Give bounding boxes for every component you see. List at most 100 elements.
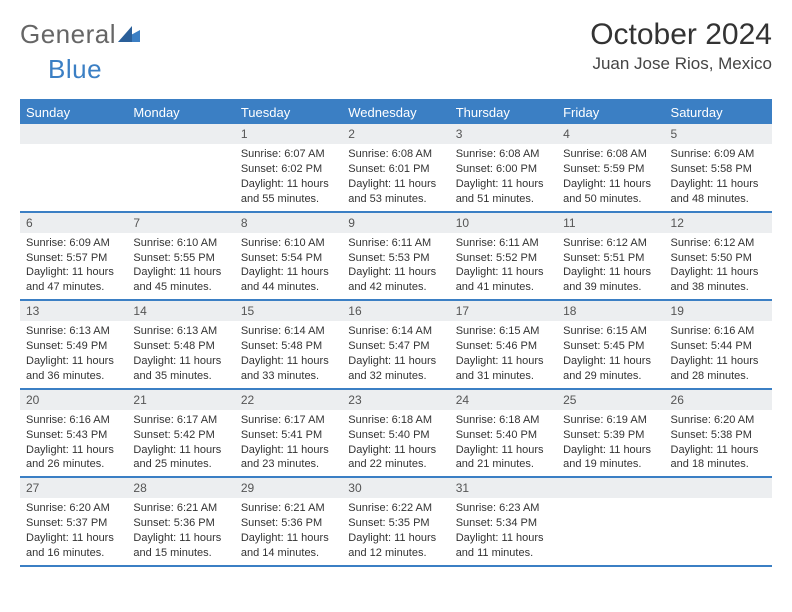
cell-body: Sunrise: 6:10 AMSunset: 5:54 PMDaylight:…: [235, 233, 342, 299]
calendar-cell: [20, 124, 127, 211]
daylight-text: Daylight: 11 hours and 29 minutes.: [563, 354, 658, 384]
calendar-cell: 20Sunrise: 6:16 AMSunset: 5:43 PMDayligh…: [20, 390, 127, 477]
sunrise-text: Sunrise: 6:12 AM: [563, 236, 658, 251]
logo: General: [20, 18, 140, 51]
logo-mark-icon: [118, 18, 140, 49]
sunset-text: Sunset: 6:00 PM: [456, 162, 551, 177]
daylight-text: Daylight: 11 hours and 41 minutes.: [456, 265, 551, 295]
day-number: 5: [665, 124, 772, 144]
sunset-text: Sunset: 5:51 PM: [563, 251, 658, 266]
sunset-text: Sunset: 5:49 PM: [26, 339, 121, 354]
day-number: [20, 124, 127, 144]
daylight-text: Daylight: 11 hours and 47 minutes.: [26, 265, 121, 295]
day-number: 31: [450, 478, 557, 498]
daylight-text: Daylight: 11 hours and 38 minutes.: [671, 265, 766, 295]
cell-body: Sunrise: 6:20 AMSunset: 5:37 PMDaylight:…: [20, 498, 127, 564]
calendar-cell: 10Sunrise: 6:11 AMSunset: 5:52 PMDayligh…: [450, 213, 557, 300]
day-number: 29: [235, 478, 342, 498]
daylight-text: Daylight: 11 hours and 33 minutes.: [241, 354, 336, 384]
sunset-text: Sunset: 5:44 PM: [671, 339, 766, 354]
daylight-text: Daylight: 11 hours and 25 minutes.: [133, 443, 228, 473]
sunrise-text: Sunrise: 6:11 AM: [348, 236, 443, 251]
cell-body: Sunrise: 6:12 AMSunset: 5:51 PMDaylight:…: [557, 233, 664, 299]
daylight-text: Daylight: 11 hours and 45 minutes.: [133, 265, 228, 295]
sunrise-text: Sunrise: 6:22 AM: [348, 501, 443, 516]
logo-text-general: General: [20, 19, 116, 50]
sunrise-text: Sunrise: 6:11 AM: [456, 236, 551, 251]
sunrise-text: Sunrise: 6:20 AM: [671, 413, 766, 428]
sunrise-text: Sunrise: 6:13 AM: [26, 324, 121, 339]
sunset-text: Sunset: 5:55 PM: [133, 251, 228, 266]
week-row: 27Sunrise: 6:20 AMSunset: 5:37 PMDayligh…: [20, 478, 772, 567]
calendar-cell: [665, 478, 772, 565]
daylight-text: Daylight: 11 hours and 48 minutes.: [671, 177, 766, 207]
sunset-text: Sunset: 5:50 PM: [671, 251, 766, 266]
day-number: 7: [127, 213, 234, 233]
daylight-text: Daylight: 11 hours and 28 minutes.: [671, 354, 766, 384]
daylight-text: Daylight: 11 hours and 26 minutes.: [26, 443, 121, 473]
calendar-cell: 1Sunrise: 6:07 AMSunset: 6:02 PMDaylight…: [235, 124, 342, 211]
calendar-cell: 19 Sunrise: 6:16 AMSunset: 5:44 PMDayligh…: [665, 301, 772, 388]
sunrise-text: Sunrise: 6:17 AM: [133, 413, 228, 428]
sunrise-text: Sunrise: 6:16 AM: [26, 413, 121, 428]
dayhead: Tuesday: [235, 101, 342, 124]
sunrise-text: Sunrise: 6:08 AM: [348, 147, 443, 162]
cell-body: Sunrise: 6:09 AMSunset: 5:58 PMDaylight:…: [665, 144, 772, 210]
calendar: SundayMondayTuesdayWednesdayThursdayFrid…: [20, 99, 772, 567]
day-number: 15: [235, 301, 342, 321]
cell-body: Sunrise: 6:09 AMSunset: 5:57 PMDaylight:…: [20, 233, 127, 299]
sunset-text: Sunset: 5:54 PM: [241, 251, 336, 266]
sunrise-text: Sunrise: 6:21 AM: [133, 501, 228, 516]
sunset-text: Sunset: 5:42 PM: [133, 428, 228, 443]
daylight-text: Daylight: 11 hours and 32 minutes.: [348, 354, 443, 384]
calendar-cell: 14Sunrise: 6:13 AMSunset: 5:48 PMDayligh…: [127, 301, 234, 388]
sunset-text: Sunset: 5:48 PM: [241, 339, 336, 354]
daylight-text: Daylight: 11 hours and 16 minutes.: [26, 531, 121, 561]
cell-body: Sunrise: 6:16 AMSunset: 5:43 PMDaylight:…: [20, 410, 127, 476]
cell-body: Sunrise: 6:15 AMSunset: 5:45 PMDaylight:…: [557, 321, 664, 387]
day-number: 23: [342, 390, 449, 410]
calendar-cell: 26Sunrise: 6:20 AMSunset: 5:38 PMDayligh…: [665, 390, 772, 477]
day-number: 14: [127, 301, 234, 321]
sunrise-text: Sunrise: 6:15 AM: [456, 324, 551, 339]
sunset-text: Sunset: 5:53 PM: [348, 251, 443, 266]
sunset-text: Sunset: 5:59 PM: [563, 162, 658, 177]
day-number: 30: [342, 478, 449, 498]
cell-body: Sunrise: 6:14 AMSunset: 5:47 PMDaylight:…: [342, 321, 449, 387]
calendar-cell: 24Sunrise: 6:18 AMSunset: 5:40 PMDayligh…: [450, 390, 557, 477]
calendar-cell: 30Sunrise: 6:22 AMSunset: 5:35 PMDayligh…: [342, 478, 449, 565]
day-number: 10: [450, 213, 557, 233]
cell-body: Sunrise: 6:07 AMSunset: 6:02 PMDaylight:…: [235, 144, 342, 210]
daylight-text: Daylight: 11 hours and 31 minutes.: [456, 354, 551, 384]
sunrise-text: Sunrise: 6:18 AM: [348, 413, 443, 428]
sunset-text: Sunset: 5:38 PM: [671, 428, 766, 443]
daylight-text: Daylight: 11 hours and 21 minutes.: [456, 443, 551, 473]
sunset-text: Sunset: 5:36 PM: [241, 516, 336, 531]
cell-body: Sunrise: 6:21 AMSunset: 5:36 PMDaylight:…: [235, 498, 342, 564]
day-number: [127, 124, 234, 144]
sunset-text: Sunset: 6:02 PM: [241, 162, 336, 177]
daylight-text: Daylight: 11 hours and 42 minutes.: [348, 265, 443, 295]
cell-body: Sunrise: 6:18 AMSunset: 5:40 PMDaylight:…: [450, 410, 557, 476]
day-number: 21: [127, 390, 234, 410]
week-row: 1Sunrise: 6:07 AMSunset: 6:02 PMDaylight…: [20, 124, 772, 213]
day-number: 9: [342, 213, 449, 233]
calendar-cell: [557, 478, 664, 565]
cell-body: Sunrise: 6:08 AMSunset: 6:00 PMDaylight:…: [450, 144, 557, 210]
sunrise-text: Sunrise: 6:18 AM: [456, 413, 551, 428]
calendar-cell: 27Sunrise: 6:20 AMSunset: 5:37 PMDayligh…: [20, 478, 127, 565]
cell-body: Sunrise: 6:18 AMSunset: 5:40 PMDaylight:…: [342, 410, 449, 476]
sunrise-text: Sunrise: 6:20 AM: [26, 501, 121, 516]
sunset-text: Sunset: 5:45 PM: [563, 339, 658, 354]
calendar-cell: 5Sunrise: 6:09 AMSunset: 5:58 PMDaylight…: [665, 124, 772, 211]
cell-body: Sunrise: 6:11 AMSunset: 5:52 PMDaylight:…: [450, 233, 557, 299]
cell-body: Sunrise: 6:13 AMSunset: 5:48 PMDaylight:…: [127, 321, 234, 387]
sunset-text: Sunset: 5:48 PM: [133, 339, 228, 354]
sunrise-text: Sunrise: 6:09 AM: [671, 147, 766, 162]
sunrise-text: Sunrise: 6:16 AM: [671, 324, 766, 339]
sunset-text: Sunset: 5:57 PM: [26, 251, 121, 266]
day-number: 19: [665, 301, 772, 321]
calendar-cell: 12Sunrise: 6:12 AMSunset: 5:50 PMDayligh…: [665, 213, 772, 300]
daylight-text: Daylight: 11 hours and 35 minutes.: [133, 354, 228, 384]
month-title: October 2024: [590, 18, 772, 52]
